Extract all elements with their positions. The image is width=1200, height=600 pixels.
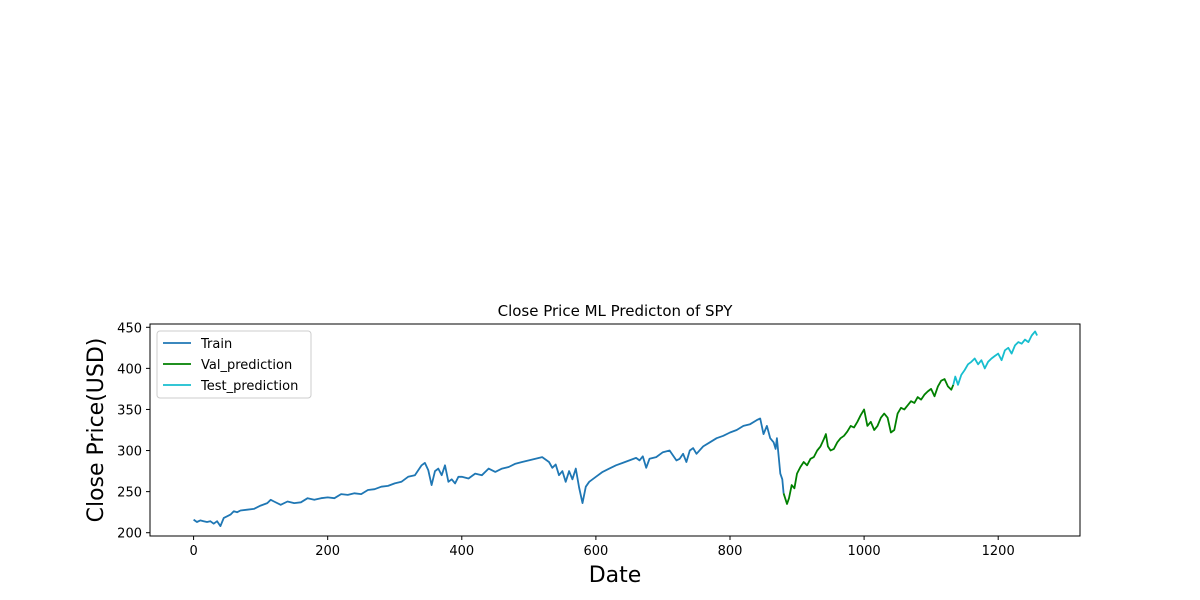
y-tick-label: 350	[117, 403, 142, 418]
axes-frame	[149, 323, 1081, 537]
series-line-val-prediction	[782, 378, 955, 505]
x-axis-label: Date	[589, 563, 642, 588]
chart-title: Close Price ML Predicton of SPY	[498, 302, 734, 320]
legend-label: Train	[200, 337, 232, 352]
series-line-train	[193, 417, 785, 527]
legend-label: Test_prediction	[200, 379, 298, 394]
legend-box	[156, 330, 312, 399]
y-tick-label: 450	[117, 321, 142, 336]
x-tick-label: 800	[718, 544, 743, 559]
y-tick-label: 400	[117, 362, 142, 377]
y-tick-label: 300	[117, 445, 142, 460]
legend: Train Val_prediction Test_prediction	[156, 330, 312, 399]
x-tick-label: 600	[583, 544, 608, 559]
legend-label: Val_prediction	[201, 358, 292, 373]
y-tick-label: 200	[117, 527, 142, 542]
x-tick-label: 1000	[848, 544, 881, 559]
y-tick-label: 250	[117, 486, 142, 501]
x-tick-label: 200	[315, 544, 340, 559]
x-tick-label: 1200	[982, 544, 1015, 559]
plot-lines	[193, 330, 1038, 527]
series-line-test-prediction	[952, 330, 1038, 386]
x-axis-ticks: 0 200 400 600 800 1000 1200	[189, 536, 1015, 559]
x-tick-label: 0	[189, 544, 197, 559]
x-tick-label: 400	[449, 544, 474, 559]
y-axis-ticks: 200 250 300 350 400 450	[117, 321, 150, 542]
y-axis-label: Close Price(USD)	[84, 338, 109, 523]
